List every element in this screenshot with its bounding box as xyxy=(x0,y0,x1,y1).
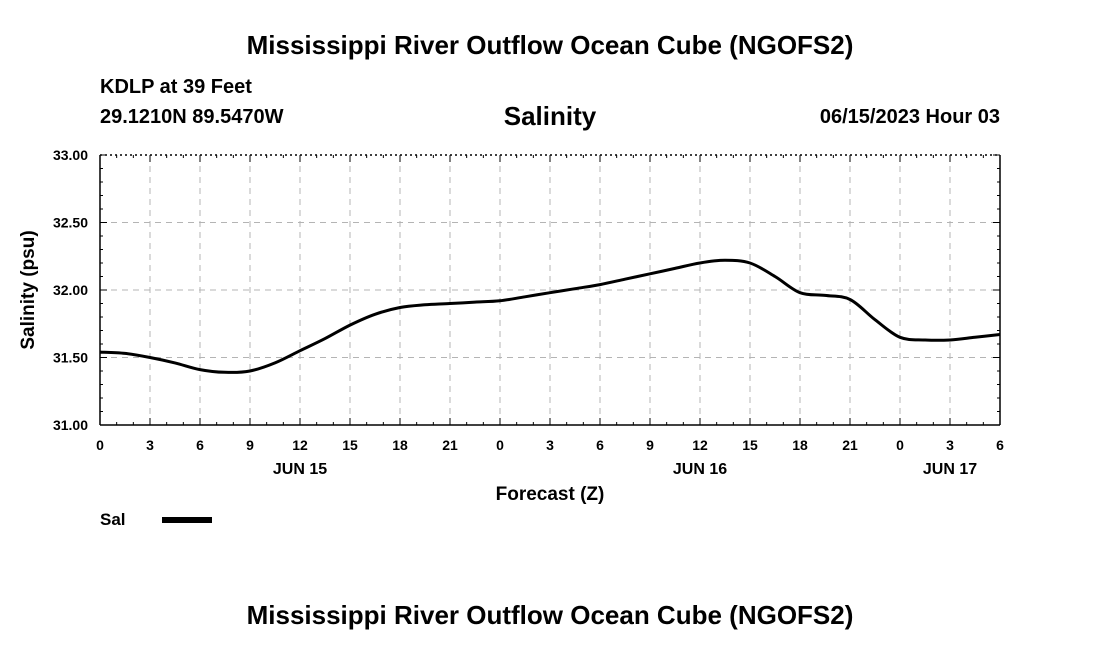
day-label: JUN 16 xyxy=(673,461,727,478)
x-tick-label: 12 xyxy=(692,437,708,453)
x-tick-label: 6 xyxy=(996,437,1004,453)
x-tick-label: 3 xyxy=(946,437,954,453)
chart-marks xyxy=(99,258,1001,374)
x-tick-label: 15 xyxy=(342,437,358,453)
x-tick-label: 9 xyxy=(646,437,654,453)
x-tick-label: 9 xyxy=(246,437,254,453)
x-tick-label: 3 xyxy=(546,437,554,453)
x-tick-label: 0 xyxy=(496,437,504,453)
variable-title: Salinity xyxy=(503,101,597,131)
day-label: JUN 17 xyxy=(923,461,977,478)
legend-swatch xyxy=(162,517,212,523)
x-tick-label: 21 xyxy=(842,437,858,453)
series-line-sal xyxy=(99,258,1001,374)
x-tick-label: 0 xyxy=(96,437,104,453)
x-tick-label: 3 xyxy=(146,437,154,453)
y-tick-label: 33.00 xyxy=(53,147,88,163)
x-tick-label: 15 xyxy=(742,437,758,453)
y-axis-title: Salinity (psu) xyxy=(18,230,39,349)
chart-ticks xyxy=(99,154,1001,426)
x-tick-label: 0 xyxy=(896,437,904,453)
x-tick-label: 6 xyxy=(196,437,204,453)
y-tick-label: 31.50 xyxy=(53,350,88,366)
x-axis-title: Forecast (Z) xyxy=(496,484,605,505)
chart-main-title: Mississippi River Outflow Ocean Cube (NG… xyxy=(246,30,854,60)
x-tick-label: 21 xyxy=(442,437,458,453)
y-tick-label: 32.50 xyxy=(53,215,88,231)
chart-labels: 0 3 6 9 12 15 18 21 0 3 6 9 12 15 18 21 0 3 6 JUN 15 JUN 16 J… xyxy=(18,147,1004,505)
forecast-datetime: 06/15/2023 Hour 03 xyxy=(819,106,1000,128)
day-label: JUN 15 xyxy=(273,461,327,478)
legend-label: Sal xyxy=(100,510,126,529)
chart-grid xyxy=(100,155,1000,425)
y-tick-label: 32.00 xyxy=(53,282,88,298)
footer-title: Mississippi River Outflow Ocean Cube (NG… xyxy=(246,600,854,630)
x-tick-label: 12 xyxy=(292,437,308,453)
station-coords: 29.1210N 89.5470W xyxy=(100,106,284,128)
x-tick-label: 18 xyxy=(792,437,808,453)
station-label: KDLP at 39 Feet xyxy=(100,76,252,98)
x-tick-label: 18 xyxy=(392,437,408,453)
x-tick-label: 6 xyxy=(596,437,604,453)
y-tick-label: 31.00 xyxy=(53,417,88,433)
